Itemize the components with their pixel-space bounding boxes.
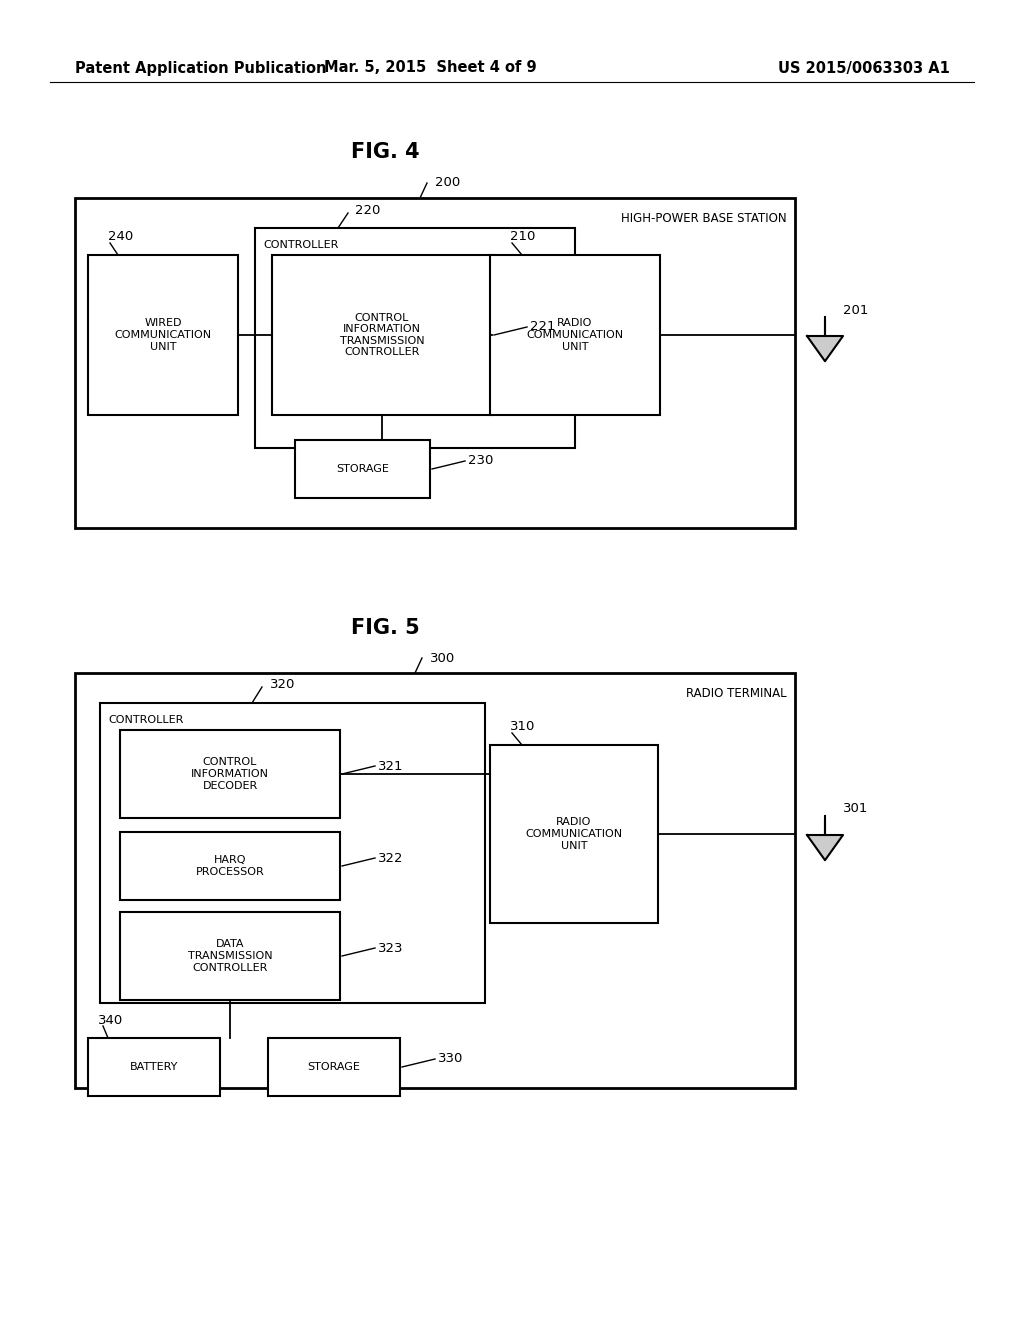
- Text: 220: 220: [355, 203, 380, 216]
- Bar: [120, 912, 340, 1001]
- Text: 221: 221: [530, 321, 555, 334]
- Text: HARQ
PROCESSOR: HARQ PROCESSOR: [196, 855, 264, 876]
- Text: 201: 201: [843, 304, 868, 317]
- Bar: [272, 255, 492, 414]
- Text: STORAGE: STORAGE: [307, 1063, 360, 1072]
- Bar: [75, 198, 795, 528]
- Bar: [120, 730, 340, 818]
- Text: CONTROLLER: CONTROLLER: [108, 715, 183, 725]
- Text: FIG. 4: FIG. 4: [350, 143, 419, 162]
- Text: Mar. 5, 2015  Sheet 4 of 9: Mar. 5, 2015 Sheet 4 of 9: [324, 61, 537, 75]
- Text: HIGH-POWER BASE STATION: HIGH-POWER BASE STATION: [622, 213, 787, 224]
- Text: 230: 230: [468, 454, 494, 467]
- Text: DATA
TRANSMISSION
CONTROLLER: DATA TRANSMISSION CONTROLLER: [187, 940, 272, 973]
- Text: CONTROL
INFORMATION
DECODER: CONTROL INFORMATION DECODER: [191, 758, 269, 791]
- Text: WIRED
COMMUNICATION
UNIT: WIRED COMMUNICATION UNIT: [115, 318, 212, 351]
- Text: 323: 323: [378, 941, 403, 954]
- Text: 330: 330: [438, 1052, 464, 1065]
- Bar: [490, 255, 660, 414]
- Text: RADIO
COMMUNICATION
UNIT: RADIO COMMUNICATION UNIT: [526, 318, 624, 351]
- Bar: [268, 1038, 400, 1096]
- Text: 300: 300: [430, 652, 456, 664]
- Text: STORAGE: STORAGE: [336, 465, 389, 474]
- Bar: [120, 832, 340, 900]
- Text: 322: 322: [378, 851, 403, 865]
- Text: US 2015/0063303 A1: US 2015/0063303 A1: [778, 61, 950, 75]
- Text: CONTROLLER: CONTROLLER: [263, 240, 338, 249]
- Text: 320: 320: [270, 678, 295, 692]
- Bar: [255, 228, 575, 447]
- Text: BATTERY: BATTERY: [130, 1063, 178, 1072]
- Bar: [75, 673, 795, 1088]
- Bar: [88, 255, 238, 414]
- Text: CONTROL
INFORMATION
TRANSMISSION
CONTROLLER: CONTROL INFORMATION TRANSMISSION CONTROL…: [340, 313, 424, 358]
- Bar: [100, 704, 485, 1003]
- Text: FIG. 5: FIG. 5: [350, 618, 420, 638]
- Bar: [88, 1038, 220, 1096]
- Text: 240: 240: [108, 231, 133, 243]
- Text: 310: 310: [510, 721, 536, 734]
- Text: RADIO
COMMUNICATION
UNIT: RADIO COMMUNICATION UNIT: [525, 817, 623, 850]
- Text: 301: 301: [843, 803, 868, 816]
- Bar: [490, 744, 658, 923]
- Polygon shape: [807, 836, 843, 861]
- Text: Patent Application Publication: Patent Application Publication: [75, 61, 327, 75]
- Text: 321: 321: [378, 759, 403, 772]
- Bar: [295, 440, 430, 498]
- Text: 340: 340: [98, 1014, 123, 1027]
- Polygon shape: [807, 337, 843, 362]
- Text: 210: 210: [510, 231, 536, 243]
- Text: 200: 200: [435, 177, 460, 190]
- Text: RADIO TERMINAL: RADIO TERMINAL: [686, 686, 787, 700]
